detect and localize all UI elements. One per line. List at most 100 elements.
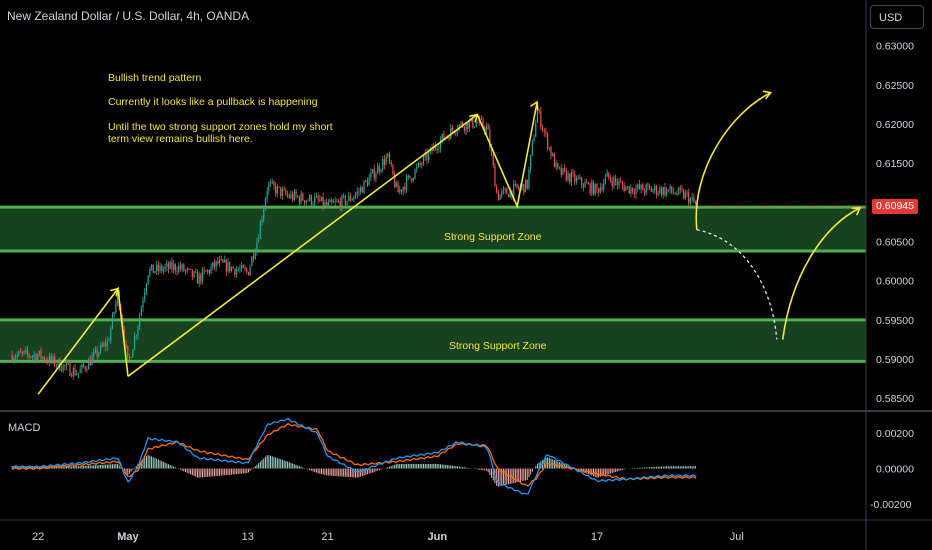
candle-body: [74, 368, 76, 376]
candle-body: [560, 167, 562, 175]
candle-body: [54, 356, 56, 366]
candle-body: [611, 181, 613, 187]
candle-body: [103, 343, 105, 347]
candle-body: [664, 187, 666, 195]
candle-body: [394, 174, 396, 187]
candle-body: [465, 122, 467, 131]
trend-wave-2: [476, 101, 538, 209]
candle-body: [341, 195, 343, 209]
candle-body: [20, 351, 22, 353]
candle-body: [502, 189, 505, 192]
currency-button[interactable]: USD: [870, 5, 924, 29]
candle-body: [681, 189, 683, 191]
candle-body: [562, 168, 564, 175]
candle-body: [550, 147, 552, 157]
candle-body: [173, 264, 175, 270]
candle-body: [88, 359, 90, 370]
candle-body: [166, 263, 168, 267]
candle-body: [397, 182, 399, 193]
candle-body: [582, 184, 584, 188]
candle-body: [42, 357, 44, 359]
candle-body: [89, 359, 91, 366]
candle-body: [21, 352, 23, 354]
candle-body: [246, 269, 248, 273]
candle-body: [441, 133, 443, 141]
candle-body: [484, 127, 486, 131]
candle-body: [65, 363, 68, 367]
candle-body: [472, 117, 474, 128]
candle-body: [319, 199, 321, 202]
candle-body: [618, 181, 620, 186]
candle-body: [264, 199, 267, 210]
candle-body: [242, 265, 244, 268]
candle-body: [16, 354, 18, 358]
candle-body: [677, 187, 680, 195]
candle-body: [552, 153, 554, 157]
arrowhead-wave-2: [529, 100, 539, 111]
candle-body: [57, 359, 59, 366]
time-tick-label: Jun: [428, 531, 448, 543]
candle-body: [570, 172, 573, 183]
candle-body: [523, 184, 525, 193]
candle-body: [526, 179, 528, 189]
support-zone-2: [0, 319, 866, 362]
macd-tick-label: -0.00200: [870, 499, 912, 511]
candle-body: [123, 329, 125, 344]
candle-body: [358, 191, 360, 193]
candle-body: [395, 182, 397, 187]
candle-body: [142, 300, 144, 308]
candle-body: [208, 270, 210, 274]
candle-body: [652, 189, 654, 192]
candle-body: [356, 191, 358, 195]
candle-body: [26, 349, 29, 355]
candle-body: [504, 189, 506, 191]
candle-body: [60, 370, 63, 372]
candle-body: [361, 187, 363, 193]
candle-body: [55, 365, 57, 367]
candle-body: [375, 173, 377, 179]
candle-body: [286, 194, 289, 196]
candle-body: [307, 200, 309, 202]
candle-body: [360, 187, 362, 192]
candle-body: [259, 221, 261, 239]
candle-body: [212, 262, 214, 268]
candle-body: [411, 178, 413, 181]
price-tick-label: 0.60000: [876, 276, 914, 288]
candle-body: [235, 269, 238, 275]
candle-body: [292, 194, 294, 200]
candle-body: [113, 312, 115, 315]
candle-body: [657, 193, 659, 195]
candle-body: [227, 262, 229, 272]
candle-body: [195, 271, 197, 273]
candle-body: [351, 199, 353, 201]
candle-body: [354, 194, 357, 198]
time-tick-label: 17: [591, 531, 603, 543]
candle-body: [676, 194, 678, 196]
candle-body: [353, 197, 355, 200]
candle-body: [105, 343, 107, 347]
candle-body: [285, 189, 287, 195]
price-tick-label: 0.61500: [876, 158, 914, 170]
candle-body: [317, 196, 319, 200]
candle-body: [387, 153, 389, 158]
annotation-line-3b: term view remains bullish here.: [108, 133, 253, 145]
candle-body: [621, 182, 624, 186]
candle-body: [94, 349, 97, 352]
candle-body: [489, 129, 491, 148]
candle-body: [33, 354, 35, 357]
candle-body: [565, 170, 567, 181]
candle-body: [660, 187, 663, 196]
candle-body: [237, 269, 239, 271]
candle-body: [130, 357, 132, 359]
candle-body: [416, 166, 418, 170]
price-tick-label: 0.59500: [876, 315, 914, 327]
candle-body: [99, 344, 102, 353]
candle-body: [540, 111, 542, 128]
candle-body: [329, 199, 331, 203]
candle-body: [157, 264, 159, 271]
candle-body: [96, 349, 98, 357]
candle-body: [232, 267, 234, 269]
candle-body: [637, 184, 639, 189]
candle-body: [533, 136, 535, 142]
